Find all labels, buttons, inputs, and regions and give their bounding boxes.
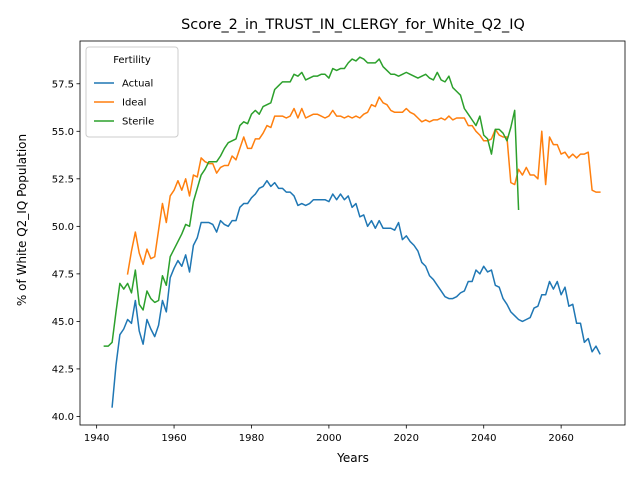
series-line-ideal (126, 96, 601, 275)
x-tick-label: 2040 (471, 433, 496, 444)
axes-frame (79, 40, 626, 426)
y-axis-label: % of White Q2_IQ Population (15, 134, 29, 306)
y-tick-label: 57.5 (52, 79, 74, 90)
series-line-actual (111, 179, 601, 408)
legend-label-sterile: Sterile (122, 117, 154, 128)
x-tick-label: 2060 (548, 433, 573, 444)
y-tick-label: 52.5 (52, 174, 74, 185)
y-tick-label: 50.0 (52, 222, 74, 233)
chart-title: Score_2_in_TRUST_IN_CLERGY_for_White_Q2_… (181, 17, 525, 33)
x-tick-label: 2000 (316, 433, 341, 444)
series-line-sterile (103, 56, 520, 347)
plot-area: 1940 1960 1980 2000 2020 2040 2060 40.0 42.5 45.0… (52, 40, 626, 444)
x-tick-label: 1960 (161, 433, 186, 444)
y-tick-label: 40.0 (52, 412, 74, 423)
y-tick-label: 47.5 (52, 269, 74, 280)
legend-label-actual: Actual (122, 79, 153, 90)
legend-box (85, 46, 179, 138)
y-tick-label: 42.5 (52, 365, 74, 376)
x-axis-label: Years (336, 451, 369, 465)
y-tick-label: 55.0 (52, 127, 74, 138)
x-tick-label: 1980 (239, 433, 264, 444)
y-tick-label: 45.0 (52, 317, 74, 328)
x-tick-label: 1940 (84, 433, 109, 444)
x-tick-label: 2020 (394, 433, 419, 444)
legend-label-ideal: Ideal (122, 98, 146, 109)
legend-title: Fertility (113, 55, 151, 66)
